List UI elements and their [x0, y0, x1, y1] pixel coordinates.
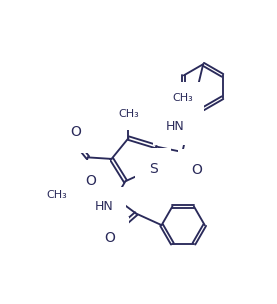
Text: CH₃: CH₃	[118, 109, 139, 119]
Text: O: O	[104, 231, 116, 245]
Text: S: S	[149, 162, 158, 176]
Text: HN: HN	[94, 200, 113, 213]
Text: CH₃: CH₃	[46, 190, 67, 200]
Text: O: O	[192, 163, 202, 177]
Text: O: O	[85, 174, 96, 188]
Text: O: O	[70, 125, 81, 139]
Text: HN: HN	[166, 120, 185, 133]
Text: CH₃: CH₃	[173, 93, 193, 103]
